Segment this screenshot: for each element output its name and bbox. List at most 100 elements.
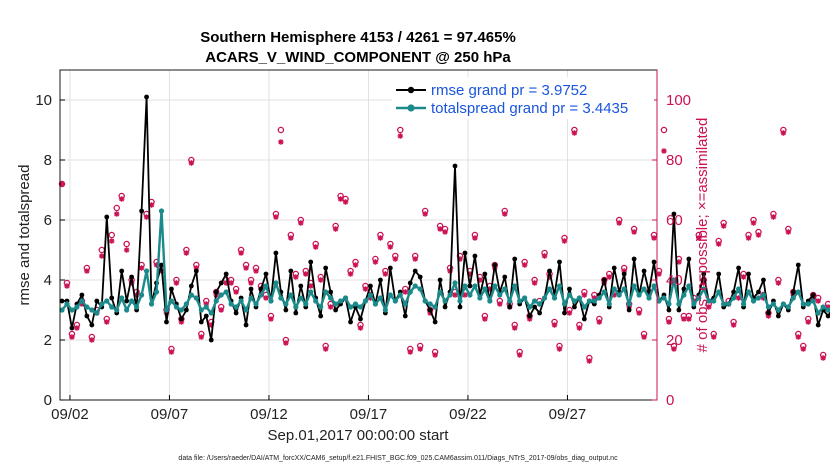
rmse-point [198, 319, 204, 325]
spread-point [437, 289, 443, 295]
obs-assimilated-point [576, 325, 583, 331]
spread-point [293, 304, 299, 310]
obs-assimilated-point [611, 292, 618, 298]
spread-point [323, 289, 329, 295]
spread-point [188, 292, 194, 298]
obs-assimilated-point [566, 310, 573, 316]
y-right-tick-label: 60 [666, 212, 683, 229]
obs-assimilated-point [283, 340, 289, 346]
rmse-point [328, 289, 334, 295]
rmse-point [308, 259, 314, 265]
rmse-point [572, 304, 577, 310]
spread-point [671, 277, 677, 283]
rmse-point [348, 319, 353, 325]
rmse-point [104, 214, 110, 220]
y-left-tick-label: 6 [44, 212, 52, 229]
rmse-point [59, 298, 65, 304]
obs-assimilated-point [138, 265, 145, 271]
y-right-tick-label: 20 [666, 332, 683, 349]
spread-point [576, 295, 582, 301]
y-left-tick-label: 2 [44, 332, 52, 349]
spread-point [571, 298, 578, 304]
obs-assimilated-point [367, 295, 374, 301]
spread-point [69, 307, 75, 313]
spread-point [258, 292, 264, 298]
rmse-point [218, 280, 224, 286]
obs-assimilated-point [293, 274, 299, 280]
spread-point [780, 301, 786, 307]
spread-point [462, 283, 468, 289]
x-tick-label: 09/12 [250, 406, 288, 423]
rmse-point [512, 256, 518, 262]
spread-point [477, 295, 483, 301]
rmse-point [631, 256, 637, 262]
obs-assimilated-point [302, 271, 309, 277]
y-left-tick-label: 10 [35, 92, 52, 109]
obs-assimilated-point [312, 244, 319, 250]
obs-assimilated-point [591, 295, 598, 301]
obs-assimilated-point [700, 280, 707, 286]
rmse-point [318, 313, 324, 319]
rmse-point [452, 163, 458, 169]
obs-assimilated-point [482, 316, 488, 322]
obs-assimilated-point [153, 262, 160, 268]
obs-assimilated-point [586, 358, 593, 364]
obs-assimilated-point [551, 322, 558, 328]
spread-point [646, 295, 652, 301]
obs-assimilated-point [681, 316, 687, 322]
rmse-point [283, 307, 289, 313]
obs-assimilated-point [775, 280, 782, 286]
obs-assimilated-point [710, 334, 717, 340]
obs-assimilated-point [720, 223, 727, 229]
chart-title-line2: ACARS_V_WIND_COMPONENT @ 250 hPa [205, 49, 511, 66]
spread-point [755, 295, 762, 301]
rmse-point [223, 271, 229, 277]
obs-assimilated-point [516, 352, 523, 358]
obs-assimilated-point [198, 334, 205, 340]
obs-assimilated-point [795, 334, 802, 340]
obs-possible-point [108, 231, 115, 239]
rmse-point [462, 250, 468, 256]
obs-assimilated-point [661, 148, 667, 154]
spread-point [740, 301, 747, 307]
obs-assimilated-point [452, 292, 458, 298]
obs-assimilated-point [352, 262, 359, 268]
obs-assimilated-point [805, 319, 812, 325]
rmse-point [442, 304, 448, 310]
obs-assimilated-point [641, 334, 647, 340]
spread-point [815, 310, 821, 316]
spread-point [452, 280, 458, 286]
spread-point [502, 286, 508, 292]
obs-assimilated-point [596, 319, 603, 325]
rmse-point [666, 307, 672, 313]
rmse-point [581, 316, 587, 322]
obs-assimilated-point [765, 313, 772, 319]
y-left-tick-label: 4 [44, 272, 52, 289]
obs-assimilated-point [268, 316, 274, 322]
obs-assimilated-point [377, 235, 384, 241]
obs-assimilated-point [332, 226, 339, 232]
spread-point [288, 292, 294, 298]
spread-point [666, 301, 672, 307]
spread-point [651, 283, 657, 289]
y-right-tick-label: 40 [666, 272, 683, 289]
spread-point [168, 298, 175, 304]
obs-assimilated-point [372, 259, 379, 265]
obs-assimilated-point [606, 274, 613, 280]
spread-point [447, 292, 453, 298]
spread-point [308, 289, 314, 295]
obs-assimilated-point [616, 220, 622, 226]
spread-point [706, 298, 712, 304]
spread-point [318, 304, 324, 310]
obs-assimilated-point [203, 301, 210, 307]
obs-assimilated-point [631, 229, 637, 235]
rmse-point [746, 271, 751, 277]
rmse-point [766, 310, 771, 316]
spread-point [148, 301, 155, 307]
rmse-point [387, 265, 393, 271]
obs-assimilated-point [735, 295, 742, 301]
spread-point [745, 289, 752, 295]
spread-point [810, 298, 816, 304]
obs-assimilated-point [173, 280, 180, 286]
spread-point [203, 304, 209, 310]
